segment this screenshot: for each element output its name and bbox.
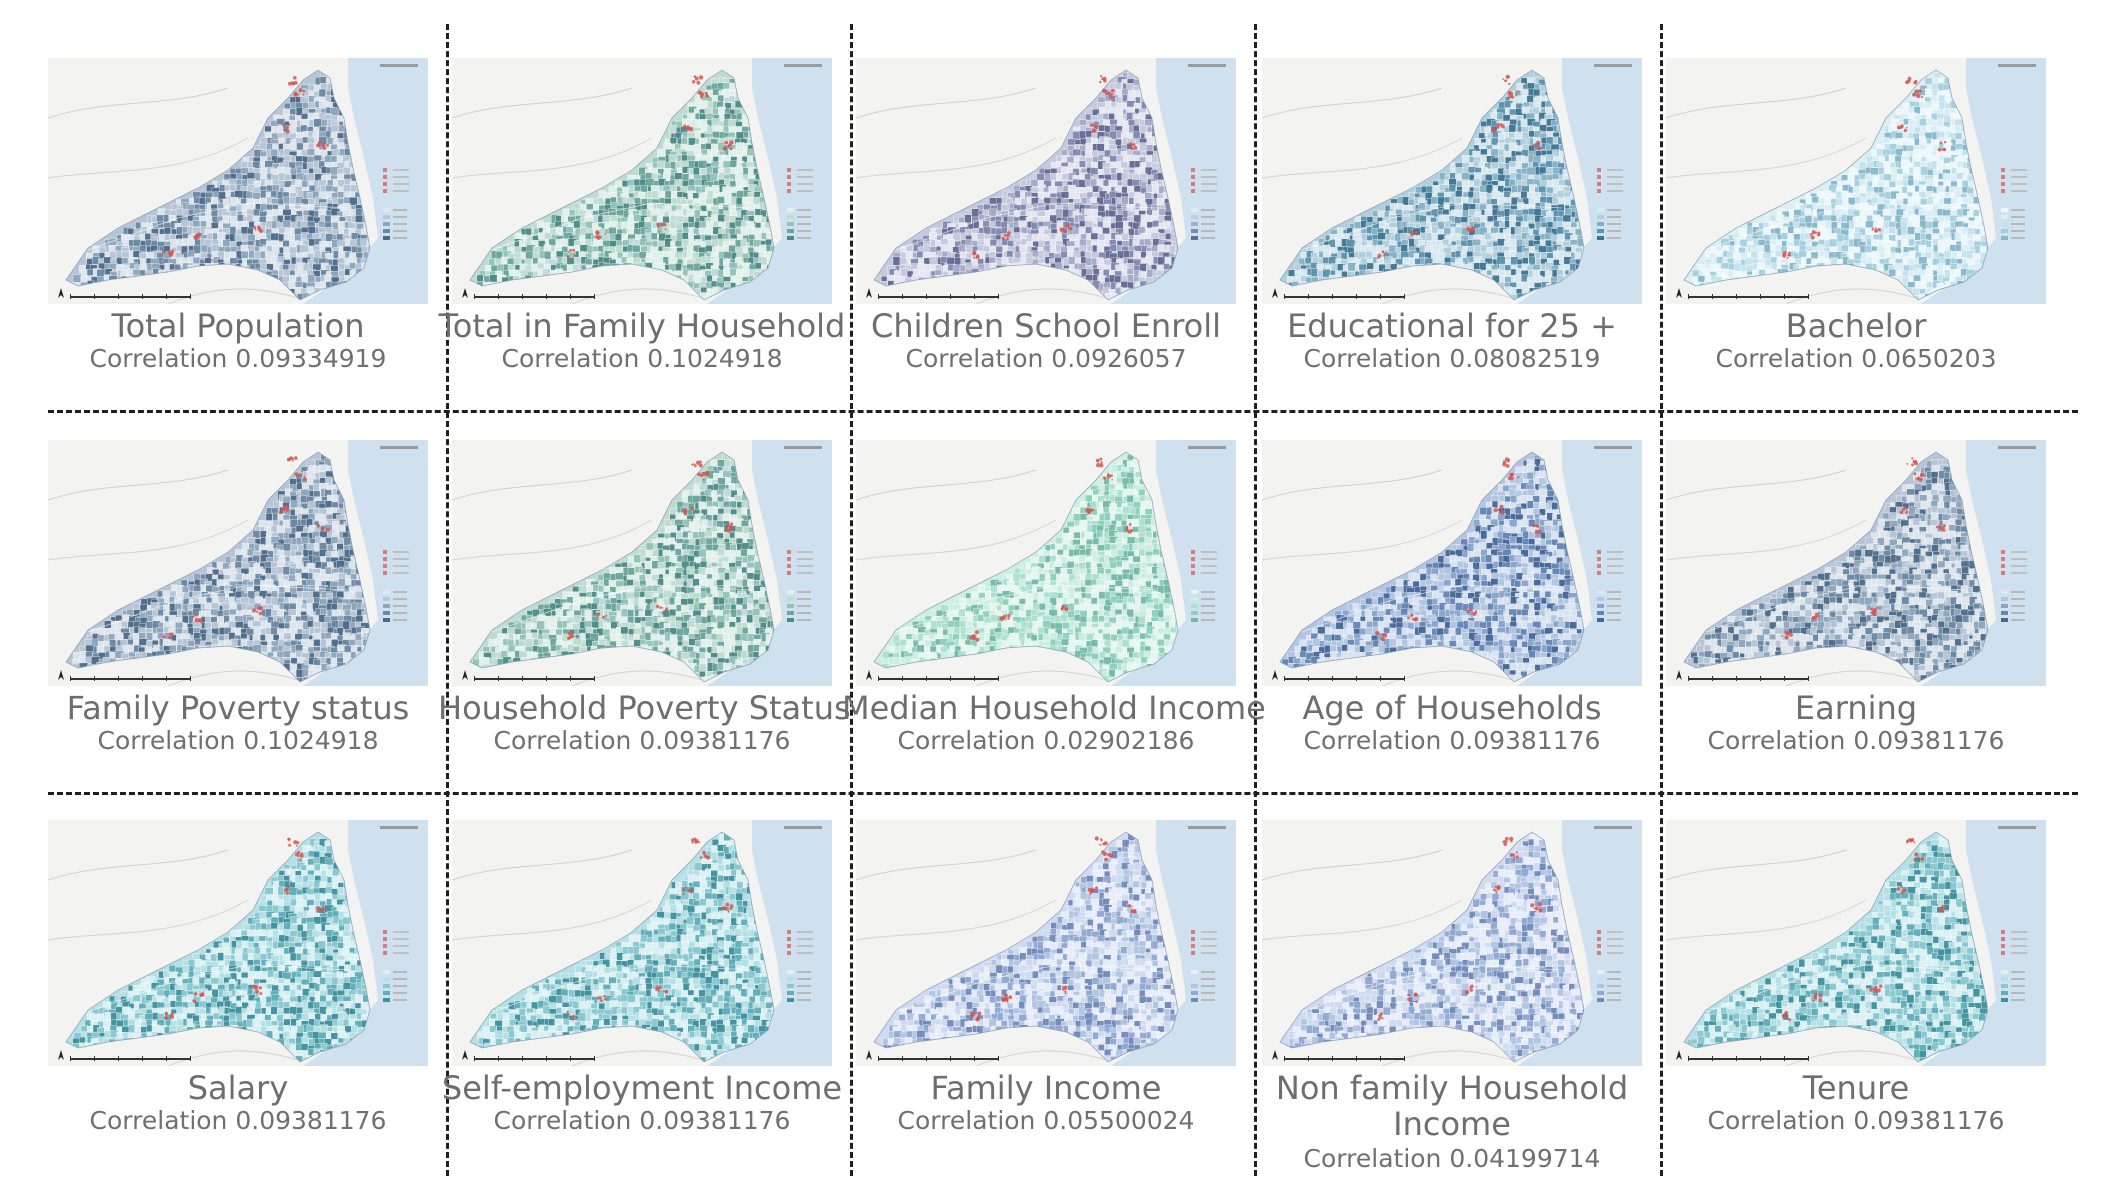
panel-correlation: Correlation 0.09381176 (1707, 726, 2005, 755)
choropleth-map (452, 440, 832, 686)
panel-title: Family Poverty status (66, 689, 410, 727)
map-image (1262, 58, 1642, 304)
panel-title: Self-employment Income (441, 1069, 843, 1107)
vertical-divider (446, 24, 449, 1176)
map-image (856, 58, 1236, 304)
panel-correlation: Correlation 0.09381176 (493, 726, 791, 755)
map-image (856, 440, 1236, 686)
map-image (1262, 440, 1642, 686)
choropleth-map (1666, 58, 2046, 304)
map-image (1666, 440, 2046, 686)
choropleth-map (48, 440, 428, 686)
map-image (48, 820, 428, 1066)
choropleth-map (1666, 820, 2046, 1066)
horizontal-divider (48, 792, 2078, 795)
choropleth-map (48, 820, 428, 1066)
choropleth-map (856, 820, 1236, 1066)
panel-title: Age of Households (1302, 689, 1602, 727)
panel-correlation: Correlation 0.09381176 (1707, 1106, 2005, 1135)
map-image (48, 58, 428, 304)
horizontal-divider (48, 410, 2078, 413)
choropleth-map (1262, 820, 1642, 1066)
panel-correlation: Correlation 0.1024918 (501, 344, 783, 373)
panel-correlation: Correlation 0.09381176 (493, 1106, 791, 1135)
panel-correlation: Correlation 0.09381176 (1303, 726, 1601, 755)
vertical-divider (1254, 24, 1257, 1176)
map-image (48, 440, 428, 686)
panel-title: Family Income (930, 1069, 1162, 1107)
vertical-divider (1660, 24, 1663, 1176)
panel-title: Total Population (111, 307, 365, 345)
choropleth-map (1262, 58, 1642, 304)
map-image (452, 58, 832, 304)
panel-title: Tenure (1802, 1069, 1910, 1107)
panel-correlation: Correlation 0.02902186 (897, 726, 1195, 755)
map-image (452, 440, 832, 686)
choropleth-map (48, 58, 428, 304)
choropleth-map (856, 440, 1236, 686)
panel-correlation: Correlation 0.1024918 (97, 726, 379, 755)
choropleth-map (1262, 440, 1642, 686)
choropleth-map (452, 820, 832, 1066)
panel-title: Median Household Income (842, 689, 1266, 727)
panel-correlation: Correlation 0.08082519 (1303, 344, 1601, 373)
map-image (452, 820, 832, 1066)
choropleth-map (856, 58, 1236, 304)
choropleth-map (1666, 440, 2046, 686)
panel-title: Non family Household Income (1275, 1069, 1629, 1143)
panel-title: Earning (1794, 689, 1918, 727)
panel-correlation: Correlation 0.09381176 (89, 1106, 387, 1135)
panel-title: Total in Family Household (438, 307, 846, 345)
panel-title: Bachelor (1785, 307, 1927, 345)
choropleth-map (452, 58, 832, 304)
panel-correlation: Correlation 0.0926057 (905, 344, 1187, 373)
map-image (1666, 820, 2046, 1066)
panel-title: Children School Enroll (870, 307, 1222, 345)
vertical-divider (850, 24, 853, 1176)
panel-title: Salary (187, 1069, 289, 1107)
panel-correlation: Correlation 0.04199714 (1303, 1144, 1601, 1173)
panel-correlation: Correlation 0.0650203 (1715, 344, 1997, 373)
panel-title: Educational for 25 + (1287, 307, 1617, 345)
panel-correlation: Correlation 0.05500024 (897, 1106, 1195, 1135)
map-image (856, 820, 1236, 1066)
panel-correlation: Correlation 0.09334919 (89, 344, 387, 373)
map-image (1262, 820, 1642, 1066)
map-image (1666, 58, 2046, 304)
panel-title: Household Poverty Status (438, 689, 851, 727)
